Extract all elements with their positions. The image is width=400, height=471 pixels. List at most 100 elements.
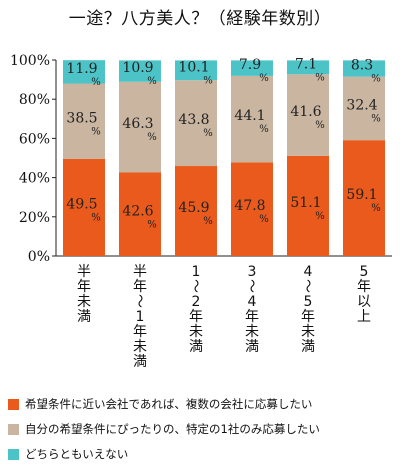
category-label-char: 以 [357,294,371,310]
category-label-char: 半 [133,264,147,280]
data-label: 8.3 [351,58,373,74]
legend-item: 希望条件に近い会社であれば、複数の会社に応募したい [8,396,312,412]
data-label-unit: % [147,219,157,230]
category-label-char: 年 [301,309,315,325]
bar-segment-2 [231,75,273,163]
data-label-unit: % [147,132,157,143]
data-label: 10.1 [178,59,209,75]
category-label-char: 満 [77,309,91,325]
category-label-char: 未 [77,294,91,310]
bar-segment-2 [343,76,385,141]
legend-item: どちらともいえない [8,446,128,462]
bar-segment-3 [175,60,217,81]
bar-segment-2 [175,80,217,167]
data-label-unit: % [259,214,269,225]
category-label-char: 満 [245,339,259,355]
category-label-char: 年 [133,324,147,340]
bar-segment-3 [63,60,105,84]
data-label-unit: % [371,203,381,214]
data-label: 59.1 [346,187,377,203]
legend-label: 希望条件に近い会社であれば、複数の会社に応募したい [25,397,313,411]
data-label: 11.9 [66,61,97,77]
bar-segment-3 [231,60,273,76]
data-label-unit: % [147,76,157,87]
bar-segment-3 [119,60,161,82]
category-label-char: 年 [189,309,203,325]
data-label-unit: % [91,126,101,137]
y-tick-label: 20% [19,210,50,226]
category-label-char: ～ [187,279,203,293]
y-tick-label: 0% [28,249,50,265]
category-label-char: 未 [301,324,315,340]
bar-segment-2 [119,81,161,173]
bar-segment-1 [343,140,385,256]
bar-segment-3 [287,60,329,75]
bar-segment-1 [63,158,105,256]
y-tick-label: 60% [19,131,50,147]
data-label-unit: % [203,216,213,227]
category-label-char: ～ [243,279,259,293]
legend-label: 自分の希望条件にぴったりの、特定の1社のみ応募したい [25,422,320,436]
category-label-char: 3 [248,264,257,280]
bar-segment-1 [175,166,217,256]
category-label-char: 上 [357,309,371,325]
data-label-unit: % [315,120,325,131]
category-label-char: 年 [77,279,91,295]
category-label-char: 満 [189,339,203,355]
category-label-char: 満 [133,354,147,370]
data-label: 49.5 [66,196,97,212]
data-label: 45.9 [178,200,209,216]
bar-segment-3 [343,60,385,77]
data-label: 44.1 [234,108,265,124]
category-label-char: 満 [301,339,315,355]
data-label-unit: % [315,72,325,83]
legend-swatch [8,398,19,410]
category-label-char: 5 [360,264,369,280]
data-label: 42.6 [122,203,153,219]
data-label-unit: % [371,113,381,124]
bar-segment-2 [63,83,105,159]
category-label-char: 2 [192,294,201,310]
category-label-char: 未 [133,339,147,355]
category-label-char: 年 [245,309,259,325]
bar-segment-1 [119,172,161,256]
category-label-char: 未 [189,324,203,340]
category-label-char: 4 [304,264,313,280]
legend-label: どちらともいえない [25,447,129,461]
category-label-char: 未 [245,324,259,340]
legend-swatch [8,423,19,435]
category-label-char: 半 [77,264,91,280]
bar-segment-1 [287,155,329,256]
y-tick-label: 40% [19,171,50,187]
legend-item: 自分の希望条件にぴったりの、特定の1社のみ応募したい [8,421,320,437]
data-label: 10.9 [122,60,153,76]
category-label-char: 年 [357,279,371,295]
y-tick-label: 100% [10,53,50,69]
data-label-unit: % [315,211,325,222]
data-label: 7.1 [295,56,317,72]
data-label-unit: % [203,75,213,86]
data-label-unit: % [91,212,101,223]
data-label-unit: % [259,73,269,84]
data-label: 47.8 [234,198,265,214]
data-label: 43.8 [178,112,209,128]
category-label-char: 1 [136,309,145,325]
data-label: 32.4 [346,97,377,113]
category-label-char: 年 [133,279,147,295]
data-label: 38.5 [66,110,97,126]
data-label: 46.3 [122,116,153,132]
category-label-char: 4 [248,294,257,310]
category-label-char: ～ [131,294,147,308]
category-label-char: 1 [192,264,201,280]
chart-title: 一途？八方美人？（経験年数別） [68,9,332,29]
data-label-unit: % [203,128,213,139]
category-label-char: ～ [299,279,315,293]
data-label: 51.1 [290,195,321,211]
y-tick-label: 80% [19,92,50,108]
data-label-unit: % [91,77,101,88]
data-label: 7.9 [239,57,261,73]
category-label-char: 5 [304,294,313,310]
data-label-unit: % [371,74,381,85]
bar-segment-1 [231,162,273,256]
